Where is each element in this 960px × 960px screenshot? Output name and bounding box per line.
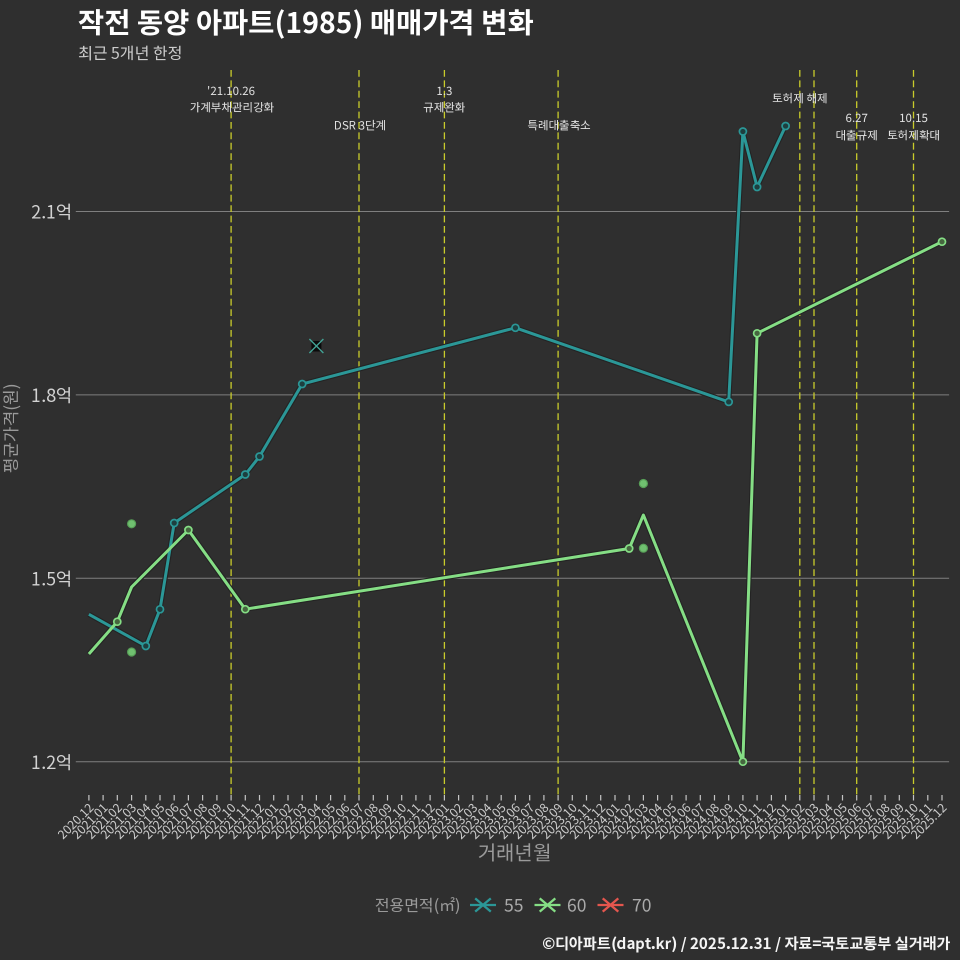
svg-text:평균가격(원): 평균가격(원) xyxy=(0,384,22,474)
svg-text:©디아파트(dapt.kr) / 2025.12.31 /: ©디아파트(dapt.kr) / 2025.12.31 / 자료=국토교통부 실… xyxy=(542,932,950,954)
svg-text:DSR 3단계: DSR 3단계 xyxy=(334,118,386,134)
svg-text:작전 동양 아파트(1985) 매매가격 변화: 작전 동양 아파트(1985) 매매가격 변화 xyxy=(78,1,534,42)
svg-text:특례대출축소: 특례대출축소 xyxy=(527,118,591,134)
svg-text:60: 60 xyxy=(567,893,586,918)
svg-text:전용면적(㎡): 전용면적(㎡) xyxy=(375,892,461,916)
svg-text:토허제 해제: 토허제 해제 xyxy=(772,91,827,107)
svg-text:1.5억: 1.5억 xyxy=(31,566,73,592)
svg-text:최근 5개년 한정: 최근 5개년 한정 xyxy=(78,40,182,64)
svg-text:10.15: 10.15 xyxy=(899,110,928,126)
svg-text:대출규제: 대출규제 xyxy=(836,128,878,144)
svg-text:1.3: 1.3 xyxy=(436,83,452,99)
svg-text:6.27: 6.27 xyxy=(845,110,867,126)
svg-text:가계부채관리강화: 가계부채관리강화 xyxy=(190,100,275,116)
svg-text:2.1억: 2.1억 xyxy=(31,199,73,225)
svg-text:1.2억: 1.2억 xyxy=(31,749,73,775)
svg-text:규제완화: 규제완화 xyxy=(423,100,466,116)
svg-text:'21.10.26: '21.10.26 xyxy=(207,83,255,99)
svg-text:거래년월: 거래년월 xyxy=(478,837,552,866)
svg-text:토허제확대: 토허제확대 xyxy=(887,128,940,144)
svg-text:1.8억: 1.8억 xyxy=(31,382,73,408)
svg-text:55: 55 xyxy=(504,893,523,918)
svg-text:70: 70 xyxy=(632,893,651,918)
